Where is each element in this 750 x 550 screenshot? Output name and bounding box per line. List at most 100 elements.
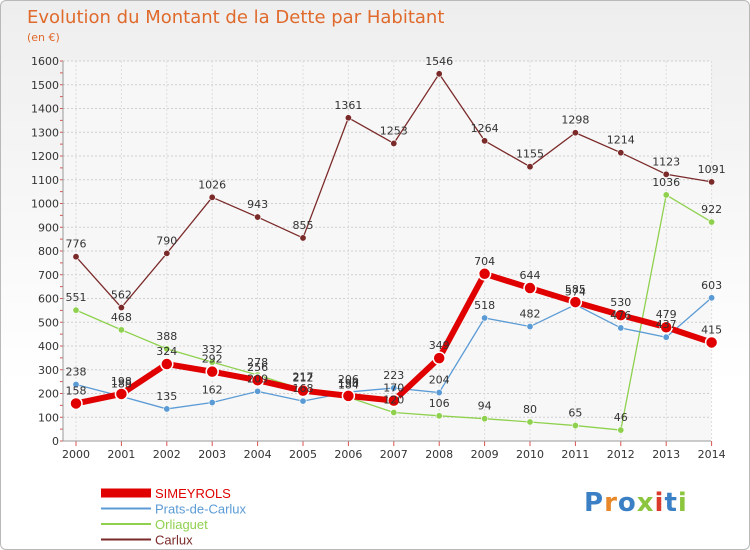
data-label-simeyrols: 585: [565, 283, 586, 296]
data-label-orliaguet: 217: [293, 370, 314, 383]
data-point-orliaguet: [163, 345, 171, 353]
data-label-orliaguet: 94: [478, 400, 492, 413]
data-point-carlux: [344, 114, 352, 122]
data-point-carlux: [571, 129, 579, 137]
y-tick-label: 200: [38, 388, 59, 401]
data-label-carlux: 1155: [516, 148, 544, 161]
data-point-simeyrols: [160, 357, 174, 371]
data-label-prats-de-carlux: 603: [701, 279, 722, 292]
y-tick-label: 900: [38, 221, 59, 234]
data-point-simeyrols: [250, 373, 265, 387]
y-tick-label: 1500: [31, 79, 59, 92]
data-label-carlux: 1264: [471, 122, 499, 135]
data-point-prats-de-carlux: [163, 405, 171, 413]
data-point-orliaguet: [526, 418, 534, 426]
data-point-orliaguet: [662, 191, 670, 199]
data-point-prats-de-carlux: [299, 397, 307, 405]
logo-letter: P: [584, 488, 605, 518]
data-point-simeyrols: [477, 267, 492, 281]
data-label-orliaguet: 1036: [652, 176, 680, 189]
y-tick-label: 100: [38, 411, 59, 424]
data-point-prats-de-carlux: [390, 384, 398, 392]
y-tick-label: 500: [38, 316, 59, 329]
data-label-orliaguet: 388: [156, 330, 177, 343]
logo-letter: r: [604, 488, 618, 518]
data-label-simeyrols: 190: [338, 377, 359, 390]
y-axis-unit-label: (en €): [27, 31, 60, 44]
data-label-orliaguet: 65: [568, 407, 582, 420]
y-tick-label: 1400: [31, 103, 59, 116]
data-label-prats-de-carlux: 476: [610, 309, 631, 322]
y-tick-label: 800: [38, 245, 59, 258]
data-label-simeyrols: 415: [701, 323, 722, 336]
data-point-prats-de-carlux: [72, 380, 80, 388]
data-point-simeyrols: [523, 281, 537, 295]
data-point-simeyrols: [704, 335, 719, 350]
data-label-simeyrols: 212: [293, 372, 314, 385]
legend-label-simeyrols: SIMEYROLS: [155, 486, 231, 501]
data-label-orliaguet: 332: [202, 343, 223, 356]
data-label-orliaguet: 106: [429, 397, 450, 410]
data-label-carlux: 1546: [425, 55, 453, 68]
data-label-orliaguet: 922: [701, 203, 722, 216]
data-label-orliaguet: 184: [338, 378, 359, 391]
data-point-orliaguet: [571, 422, 579, 430]
data-point-carlux: [481, 137, 489, 145]
data-point-carlux: [526, 163, 534, 171]
data-label-prats-de-carlux: 204: [429, 374, 450, 387]
data-label-simeyrols: 158: [66, 384, 87, 397]
data-point-prats-de-carlux: [662, 333, 670, 341]
data-label-simeyrols: 292: [202, 353, 223, 366]
data-point-carlux: [208, 193, 216, 201]
data-label-prats-de-carlux: 209: [247, 372, 268, 385]
data-point-prats-de-carlux: [254, 387, 262, 395]
x-tick-label: 2006: [334, 448, 362, 461]
y-tick-label: 1200: [31, 150, 59, 163]
y-tick-label: 1600: [31, 55, 59, 68]
data-point-simeyrols: [205, 364, 219, 379]
data-point-carlux: [299, 234, 307, 242]
data-point-simeyrols: [114, 387, 129, 401]
x-tick-label: 2010: [516, 448, 544, 461]
data-point-orliaguet: [72, 306, 80, 314]
chart-title: Evolution du Montant de la Dette par Hab…: [27, 7, 445, 28]
data-label-prats-de-carlux: 482: [520, 308, 541, 321]
x-tick-label: 2002: [153, 448, 181, 461]
data-label-carlux: 943: [247, 198, 268, 211]
data-point-simeyrols: [387, 393, 401, 408]
y-tick-label: 1100: [31, 174, 59, 187]
data-label-simeyrols: 198: [111, 375, 132, 388]
y-tick-label: 300: [38, 364, 59, 377]
data-label-carlux: 1091: [698, 163, 726, 176]
data-label-prats-de-carlux: 206: [338, 373, 359, 386]
x-tick-label: 2004: [244, 448, 272, 461]
data-point-carlux: [390, 139, 398, 147]
data-label-carlux: 1361: [334, 99, 362, 112]
data-label-orliaguet: 80: [523, 403, 537, 416]
y-tick-label: 600: [38, 293, 59, 306]
data-label-carlux: 1026: [198, 178, 226, 191]
data-point-orliaguet: [481, 415, 489, 423]
x-tick-label: 2003: [198, 448, 226, 461]
legend-label-prats-de-carlux: Prats-de-Carlux: [155, 502, 247, 517]
data-point-orliaguet: [390, 408, 398, 416]
data-label-prats-de-carlux: 223: [383, 369, 404, 382]
x-tick-label: 2005: [289, 448, 317, 461]
data-label-orliaguet: 468: [111, 311, 132, 324]
logo-letter: x: [636, 488, 655, 518]
data-point-prats-de-carlux: [435, 389, 443, 397]
logo-letter: t: [664, 488, 678, 518]
data-label-prats-de-carlux: 162: [202, 384, 223, 397]
logo-letter: i: [654, 488, 665, 518]
data-label-prats-de-carlux: 188: [111, 377, 132, 390]
data-point-orliaguet: [708, 218, 716, 226]
y-tick-label: 1300: [31, 126, 59, 139]
data-label-simeyrols: 530: [610, 296, 631, 309]
data-label-simeyrols: 479: [656, 308, 677, 321]
data-point-prats-de-carlux: [617, 324, 625, 332]
legend-label-orliaguet: Orliaguet: [155, 517, 208, 532]
data-point-simeyrols: [568, 295, 583, 309]
data-label-orliaguet: 46: [614, 411, 628, 424]
data-point-prats-de-carlux: [208, 399, 216, 407]
